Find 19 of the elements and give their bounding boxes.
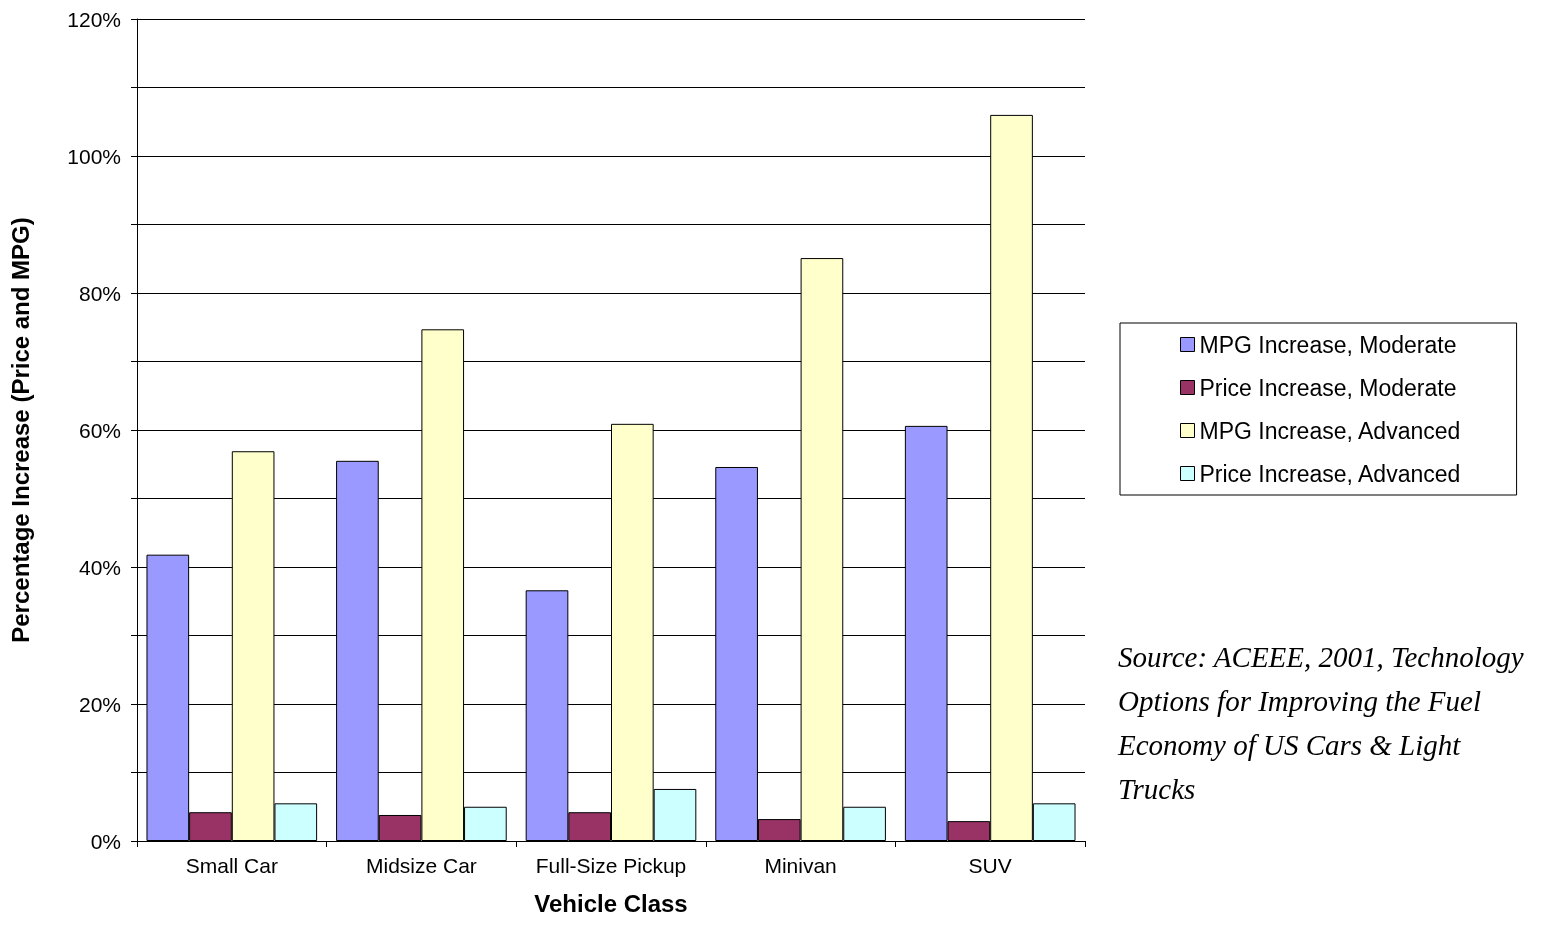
legend-label: Price Increase, Moderate <box>1199 374 1457 401</box>
y-tick-label: 0% <box>90 829 121 853</box>
y-tick-label: 120% <box>67 7 121 31</box>
x-tick-label: Minivan <box>764 854 837 877</box>
x-tick-label: Midsize Car <box>365 854 477 877</box>
legend-label: Price Increase, Advanced <box>1199 460 1461 487</box>
y-tick-label: 80% <box>78 281 121 305</box>
x-tick-label: SUV <box>968 854 1012 877</box>
y-tick-label: 100% <box>67 144 121 168</box>
legend-label: MPG Increase, Moderate <box>1199 331 1457 358</box>
y-tick-label: 20% <box>78 692 121 716</box>
legend-label: MPG Increase, Advanced <box>1199 417 1461 444</box>
x-tick-label: Full-Size Pickup <box>535 854 687 877</box>
x-axis-title: Vehicle Class <box>534 889 688 917</box>
source-note: Source: ACEEE, 2001, Technology Options for Improving the Fuel Economy of US Cars & Light Trucks <box>1117 641 1531 805</box>
y-axis-title: Percentage Increase (Price and MPG) <box>6 217 34 643</box>
x-tick-label: Small Car <box>185 854 278 877</box>
y-tick-label: 60% <box>78 418 121 442</box>
y-tick-label: 40% <box>78 555 121 579</box>
